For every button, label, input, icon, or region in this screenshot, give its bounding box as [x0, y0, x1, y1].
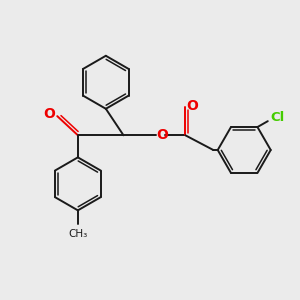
Text: O: O — [156, 128, 168, 142]
Text: Cl: Cl — [270, 111, 284, 124]
Text: CH₃: CH₃ — [68, 229, 88, 239]
Text: O: O — [43, 107, 55, 121]
Text: O: O — [186, 99, 198, 113]
